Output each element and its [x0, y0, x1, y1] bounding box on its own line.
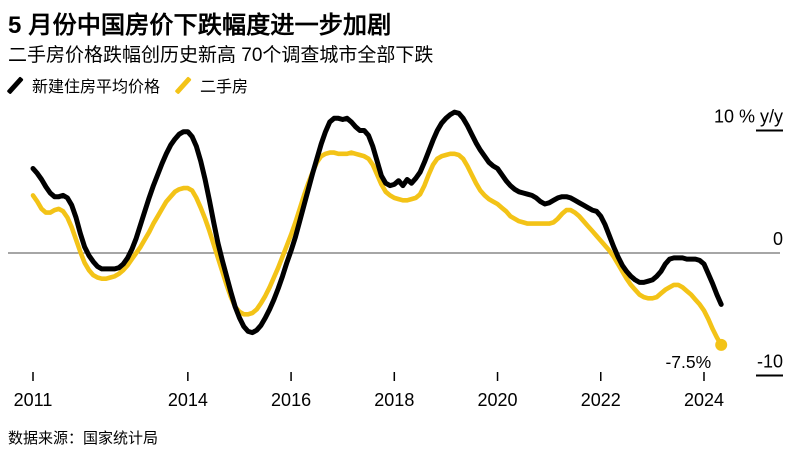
- series-line-new-homes: [30, 109, 724, 336]
- x-axis-label: 2018: [374, 390, 414, 410]
- legend-item-secondhand: 二手房: [174, 73, 249, 97]
- page-subtitle: 二手房价格跌幅创历史新高 70个调查城市全部下跌: [8, 45, 434, 66]
- legend-label-new-homes: 新建住房平均价格: [32, 79, 161, 96]
- x-axis-label: 2014: [168, 390, 208, 410]
- series-line-secondhand: [30, 150, 724, 348]
- legend: 新建住房平均价格 二手房: [6, 73, 249, 97]
- legend-label-secondhand: 二手房: [200, 79, 249, 96]
- x-axis-label: 2016: [271, 390, 311, 410]
- x-axis-label: 2022: [581, 390, 621, 410]
- page-title: 5 月份中国房价下跌幅度进一步加剧: [8, 12, 392, 39]
- y-axis-label: -10: [757, 352, 783, 372]
- end-value-annotation: -7.5%: [665, 352, 711, 372]
- series-end-dot: [715, 338, 728, 351]
- x-axis-label: 2020: [478, 390, 518, 410]
- x-axis-label: 2024: [684, 390, 724, 410]
- y-axis-label: 0: [773, 229, 783, 249]
- x-axis-label: 2011: [14, 390, 53, 410]
- source-note: 数据来源：国家统计局: [8, 430, 159, 447]
- y-axis-label: 10 % y/y: [714, 107, 783, 127]
- legend-item-new-homes: 新建住房平均价格: [6, 73, 161, 97]
